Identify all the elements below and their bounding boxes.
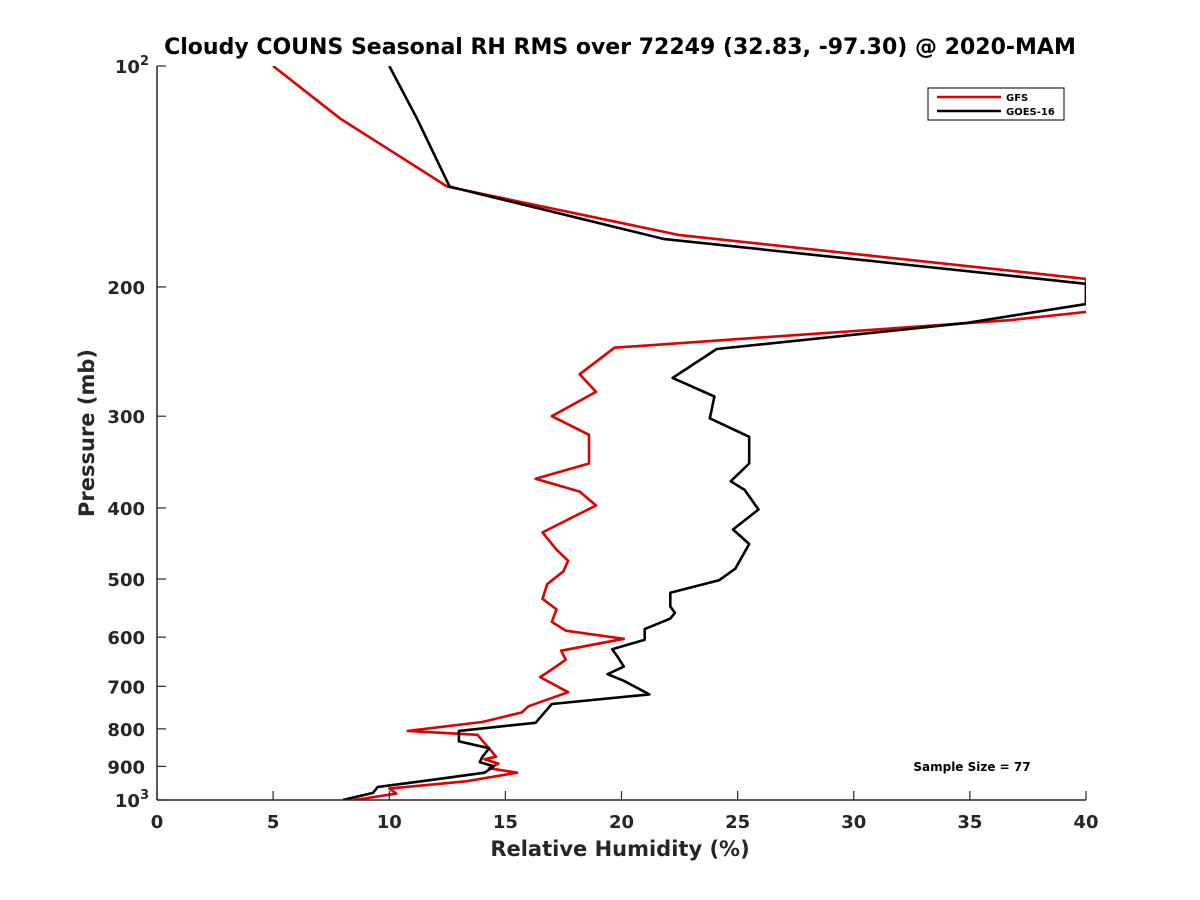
sample-size-annotation: Sample Size = 77: [913, 760, 1030, 774]
x-tick-label: 25: [725, 812, 750, 833]
legend-label-goes-16: GOES-16: [1006, 107, 1055, 118]
y-tick-label: 103: [115, 788, 149, 812]
x-tick-label: 15: [493, 812, 518, 833]
legend: GFS GOES-16: [927, 87, 1065, 121]
y-tick-label: 400: [107, 499, 145, 520]
plot-area: [157, 66, 1086, 800]
y-tick-label: 900: [107, 757, 145, 778]
x-tick-label: 0: [151, 812, 164, 833]
x-tick-label: 40: [1073, 812, 1098, 833]
series-layer: [272, 66, 1086, 800]
y-tick-label: 200: [107, 278, 145, 299]
series-line-goes-16: [342, 66, 1086, 800]
x-tick-label: 10: [377, 812, 402, 833]
x-axis-label: Relative Humidity (%): [490, 837, 749, 861]
x-tick-label: 35: [957, 812, 982, 833]
y-axis-label: Pressure (mb): [75, 349, 99, 517]
y-tick-label: 300: [107, 407, 145, 428]
y-ticks: 102 200 300 400 500 600 700 800 900 103: [107, 54, 166, 812]
series-line-gfs: [272, 66, 1086, 800]
legend-box: [927, 87, 1065, 121]
y-tick-label: 500: [107, 570, 145, 591]
x-tick-label: 5: [267, 812, 280, 833]
legend-label-gfs: GFS: [1006, 93, 1028, 104]
y-tick-label: 600: [107, 628, 145, 649]
x-tick-label: 30: [841, 812, 866, 833]
x-tick-label: 20: [609, 812, 634, 833]
chart-title: Cloudy COUNS Seasonal RH RMS over 72249 …: [164, 35, 1076, 60]
y-tick-label: 102: [115, 54, 149, 78]
y-tick-label: 800: [107, 720, 145, 741]
y-tick-label: 700: [107, 677, 145, 698]
x-ticks: 0 5 10 15 20 25 30 35 40: [151, 791, 1099, 833]
